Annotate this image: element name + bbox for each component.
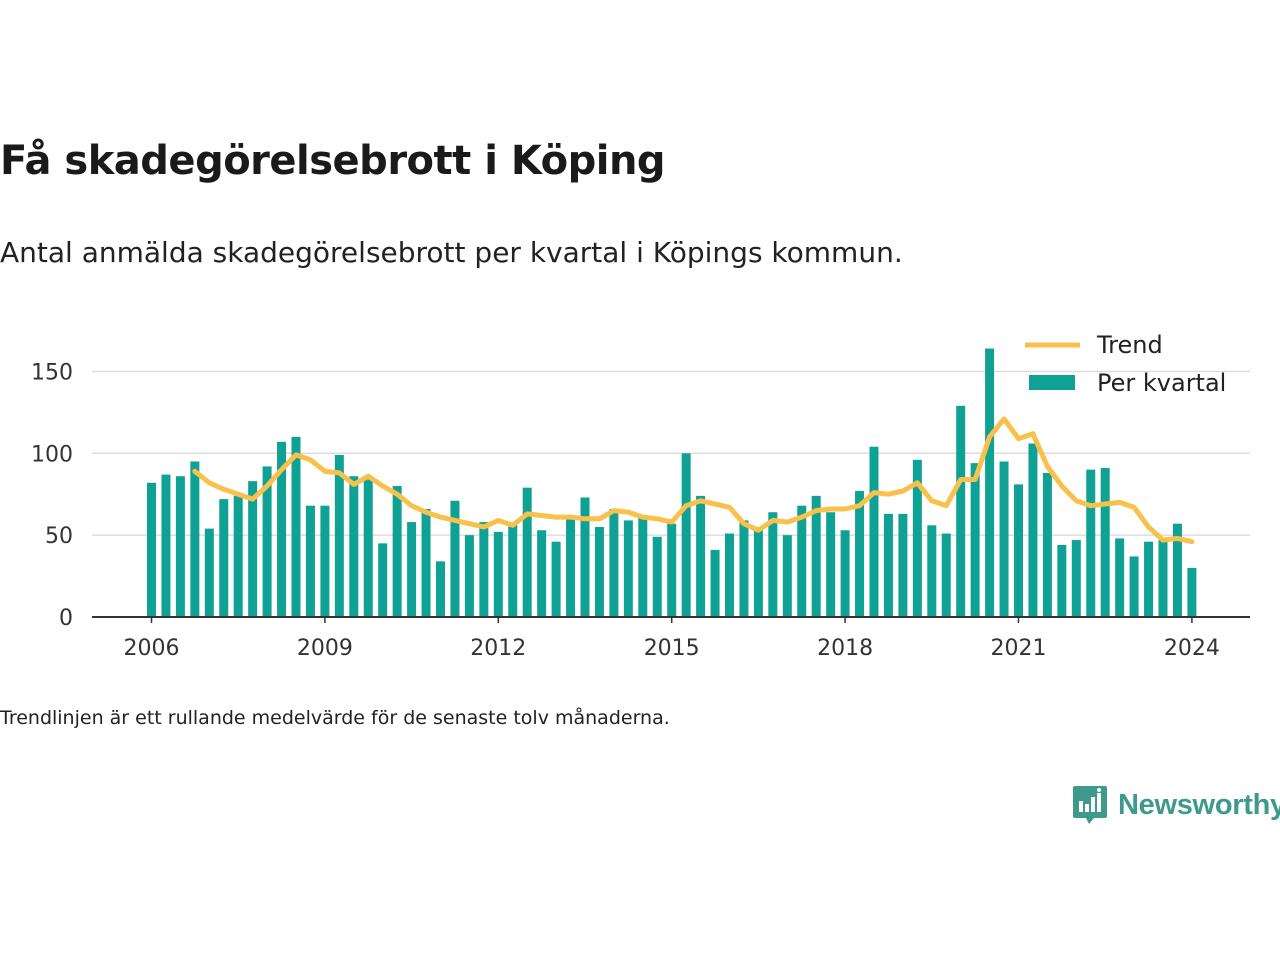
y-tick-label: 50 (45, 524, 73, 549)
bar (551, 541, 561, 617)
bar (1100, 468, 1110, 617)
x-tick-label: 2006 (124, 636, 180, 661)
axes: 0 50 100 150 2006 2009 2012 2015 2018 2021 2024 (31, 360, 1250, 661)
x-tick-label: 2021 (991, 636, 1047, 661)
bar (421, 508, 431, 617)
bar (869, 446, 879, 617)
bar (912, 459, 922, 617)
bar (985, 348, 995, 617)
bar (883, 513, 893, 617)
bar (522, 487, 532, 617)
bar (1071, 540, 1081, 617)
bar (378, 543, 388, 617)
x-tick-label: 2024 (1164, 636, 1220, 661)
x-tick-label: 2015 (644, 636, 700, 661)
bar (262, 466, 272, 617)
bar (233, 495, 243, 617)
bar (407, 522, 417, 617)
bar (464, 535, 474, 617)
legend-trend-label: Trend (1096, 331, 1163, 359)
bar (320, 505, 330, 617)
bar (349, 476, 359, 617)
legend: Trend Per kvartal (1025, 331, 1226, 397)
bar (826, 512, 836, 617)
y-tick-label: 150 (31, 360, 73, 385)
legend-bars-label: Per kvartal (1097, 369, 1226, 397)
bar (566, 518, 576, 617)
bar (840, 530, 850, 617)
bar (696, 495, 706, 617)
bar (450, 500, 460, 617)
bar (479, 522, 489, 617)
bar (652, 536, 662, 617)
bar (291, 436, 301, 617)
bar (609, 508, 619, 617)
y-tick-label: 100 (31, 442, 73, 467)
bar (277, 441, 287, 617)
bar (1014, 484, 1023, 617)
newsworthy-logo: Newsworthy (1072, 784, 1280, 826)
bar (1172, 523, 1182, 617)
bar (248, 481, 258, 617)
bar (363, 476, 373, 617)
bar (1086, 469, 1096, 617)
footnote: Trendlinjen är ett rullande medelvärde f… (0, 707, 670, 729)
x-tick-label: 2009 (297, 636, 353, 661)
bar (999, 461, 1009, 617)
bar (667, 523, 677, 617)
bar (175, 476, 185, 617)
bar (855, 490, 865, 617)
bar (782, 535, 792, 617)
x-tick-label: 2018 (817, 636, 873, 661)
bar (1187, 567, 1197, 617)
bar (392, 486, 402, 617)
bar (725, 533, 734, 617)
bar-chart: 0 50 100 150 2006 2009 2012 2015 2018 2021 2024 Tr… (31, 331, 1250, 661)
newsworthy-chart-bubble-icon (1073, 786, 1107, 824)
bar (1042, 472, 1052, 617)
bar (1129, 556, 1139, 617)
bar (681, 453, 691, 617)
bar (190, 461, 200, 617)
bar (623, 520, 633, 617)
bar (580, 497, 590, 617)
bar (537, 530, 547, 617)
bar (147, 482, 156, 617)
bar (204, 528, 214, 617)
bar (1057, 544, 1067, 617)
bar (638, 517, 648, 617)
bar (797, 505, 807, 617)
bar (161, 474, 171, 617)
bar (1158, 540, 1168, 617)
bar (594, 526, 604, 617)
bar (898, 513, 908, 617)
bar (768, 512, 778, 617)
bar (970, 463, 980, 617)
bar (508, 523, 518, 617)
bar (334, 454, 344, 617)
bar (219, 499, 229, 617)
bar (941, 533, 951, 617)
y-tick-label: 0 (59, 606, 73, 631)
bar (1028, 443, 1038, 617)
bar-series (147, 348, 1197, 617)
bar (753, 526, 763, 617)
bar (710, 549, 720, 617)
bar (436, 561, 445, 617)
legend-bars-swatch (1029, 375, 1075, 390)
bar (1144, 541, 1154, 617)
x-tick-label: 2012 (470, 636, 526, 661)
trend-line (192, 416, 1195, 545)
bar (956, 405, 966, 617)
trend-series (192, 416, 1195, 545)
bar (811, 495, 821, 617)
bar (493, 531, 503, 617)
chart-subtitle: Antal anmälda skadegörelsebrott per kvar… (0, 236, 903, 269)
chart-title: Få skadegörelsebrott i Köping (0, 138, 666, 184)
bar (739, 520, 749, 617)
bar (1115, 538, 1125, 617)
bar (927, 525, 937, 617)
bar (305, 505, 315, 617)
newsworthy-wordmark: Newsworthy (1118, 788, 1280, 821)
